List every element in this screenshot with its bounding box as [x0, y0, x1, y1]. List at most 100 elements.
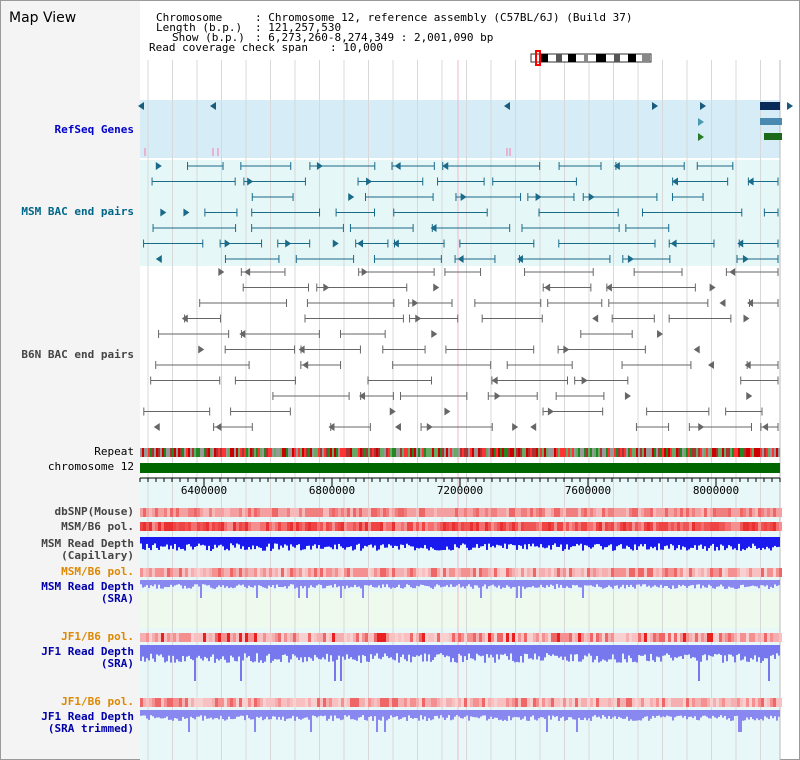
heat-cell: [407, 633, 410, 642]
depth-bar: [246, 645, 248, 658]
depth-bar: [468, 580, 470, 585]
heat-cell: [341, 522, 344, 531]
repeat-segment: [326, 448, 328, 457]
depth-bar: [778, 710, 780, 717]
depth-bar: [364, 645, 366, 657]
heat-cell: [767, 522, 770, 531]
repeat-segment: [634, 448, 636, 457]
heat-cell: [179, 522, 182, 531]
repeat-segment: [236, 448, 238, 457]
depth-bar: [296, 537, 298, 546]
heat-cell: [647, 633, 650, 642]
heat-cell: [347, 633, 350, 642]
depth-bar: [686, 580, 688, 588]
heat-cell: [455, 508, 458, 517]
heat-cell: [740, 568, 743, 577]
heat-cell: [320, 698, 323, 707]
depth-bar: [216, 580, 218, 588]
heat-cell: [542, 508, 545, 517]
heat-cell: [308, 508, 311, 517]
heat-cell: [611, 633, 614, 642]
heat-cell: [284, 508, 287, 517]
depth-bar: [452, 537, 454, 550]
heat-cell: [527, 522, 530, 531]
repeat-segment: [670, 448, 672, 457]
heat-cell: [755, 698, 758, 707]
depth-bar: [570, 580, 572, 589]
depth-bar: [400, 537, 402, 545]
depth-bar: [674, 537, 676, 551]
heat-cell: [431, 508, 434, 517]
depth-bar: [420, 710, 422, 716]
depth-bar: [608, 710, 610, 717]
repeat-segment: [486, 448, 488, 457]
heat-cell: [473, 698, 476, 707]
heat-cell: [278, 522, 281, 531]
heat-cell: [515, 568, 518, 577]
heat-cell: [701, 508, 704, 517]
heat-cell: [755, 568, 758, 577]
heat-cell: [476, 522, 479, 531]
repeat-segment: [430, 448, 432, 457]
heat-cell: [692, 508, 695, 517]
heat-cell: [560, 522, 563, 531]
heat-cell: [734, 522, 737, 531]
repeat-segment: [624, 448, 626, 457]
depth-bar: [162, 580, 164, 589]
depth-bar: [166, 537, 168, 545]
depth-bar: [324, 537, 326, 548]
depth-bar: [518, 580, 520, 587]
heat-cell: [641, 698, 644, 707]
heat-cell: [707, 633, 710, 642]
depth-bar: [178, 645, 180, 662]
depth-bar: [760, 645, 762, 663]
depth-bar: [694, 537, 696, 546]
heat-cell: [641, 568, 644, 577]
depth-bar: [402, 537, 404, 545]
bac-end-arrow: [155, 162, 162, 170]
depth-bar: [392, 537, 394, 548]
heat-cell: [302, 633, 305, 642]
repeat-segment: [160, 448, 162, 457]
repeat-segment: [568, 448, 570, 457]
depth-bar: [752, 537, 754, 544]
depth-bar: [636, 537, 638, 550]
heat-cell: [641, 508, 644, 517]
depth-bar: [624, 580, 626, 589]
heat-cell: [149, 508, 152, 517]
repeat-segment: [660, 448, 662, 457]
heat-cell: [458, 508, 461, 517]
heat-cell: [749, 568, 752, 577]
heat-cell: [314, 508, 317, 517]
depth-bar: [542, 537, 544, 548]
depth-bar: [734, 645, 736, 663]
depth-bar: [590, 580, 592, 586]
bac-end-arrow: [693, 345, 700, 354]
heat-cell: [158, 568, 161, 577]
heat-cell: [431, 568, 434, 577]
bac-end-arrow: [332, 239, 339, 248]
depth-bar: [406, 537, 408, 544]
heat-cell: [644, 568, 647, 577]
depth-bar: [660, 537, 662, 550]
heat-cell: [437, 633, 440, 642]
heat-cell: [440, 508, 443, 517]
depth-bar: [192, 537, 194, 550]
heat-cell: [446, 698, 449, 707]
depth-bar: [306, 580, 308, 598]
depth-bar: [556, 645, 558, 656]
heat-cell: [149, 633, 152, 642]
bac-end-arrow: [183, 208, 190, 217]
heat-cell: [686, 522, 689, 531]
heat-cell: [212, 522, 215, 531]
heat-cell: [551, 633, 554, 642]
depth-bar: [318, 580, 320, 585]
heat-cell: [563, 698, 566, 707]
depth-bar: [366, 580, 368, 586]
repeat-segment: [688, 448, 690, 457]
depth-bar: [592, 580, 594, 587]
heat-cell: [359, 522, 362, 531]
heat-cell: [338, 568, 341, 577]
depth-bar: [592, 710, 594, 717]
